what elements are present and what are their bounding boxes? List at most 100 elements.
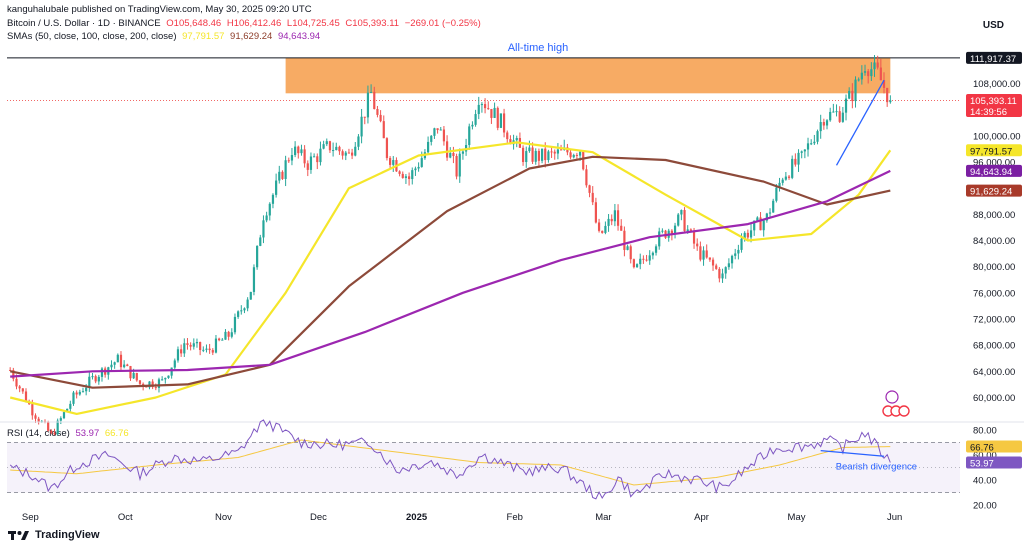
candle-body (696, 243, 699, 247)
candle-body (208, 348, 211, 351)
candle-body (167, 375, 170, 378)
candle-body (661, 230, 664, 232)
candle-body (604, 225, 607, 233)
candle-body (256, 245, 259, 268)
time-tick-label: Dec (310, 512, 327, 523)
rsi-ma-badge-bg (966, 440, 1022, 453)
candle-body (870, 69, 873, 77)
candle-body (9, 370, 12, 372)
candle-body (237, 311, 240, 317)
candle-body (154, 387, 157, 389)
candle-body (97, 376, 100, 382)
candle-body (813, 141, 816, 144)
candle-body (490, 109, 493, 118)
candle-body (578, 151, 582, 156)
candle-body (360, 116, 363, 137)
candle-body (94, 376, 97, 382)
price-tick-label: 68,000.00 (973, 341, 1015, 352)
sma-label: SMAs (50, close, 100, close, 200, close) (7, 31, 177, 42)
price-tick-label: 88,000.00 (973, 210, 1015, 221)
sma50-value: 97,791.57 (182, 31, 225, 42)
candle-body (588, 185, 591, 193)
candle-body (819, 122, 822, 132)
candle-body (575, 154, 579, 156)
candle-body (173, 360, 176, 368)
candle-body (379, 114, 382, 122)
candle-body (800, 151, 803, 153)
high-value: H106,412.46 (226, 18, 282, 29)
last-price-badge-text: 105,393.11 (970, 96, 1017, 107)
candle-body (616, 210, 620, 226)
sma100-line (9, 155, 891, 389)
candle-body (363, 116, 366, 118)
candle-body (620, 225, 623, 231)
candle-body (183, 343, 186, 354)
candle-body (445, 141, 449, 158)
candle-body (316, 156, 319, 163)
candle-body (886, 87, 889, 103)
candle-body (398, 171, 401, 174)
candle-body (632, 259, 635, 268)
candle-body (708, 257, 711, 260)
support-trendline (835, 79, 885, 166)
candle-body (521, 147, 525, 163)
footer-brand-text: TradingView (35, 529, 100, 541)
candle-body (72, 392, 75, 404)
candle-body (851, 90, 854, 102)
candle-body (306, 163, 309, 170)
divergence-line (820, 450, 885, 457)
candle-body (559, 149, 563, 151)
publisher-line: kanguhalubale published on TradingView.c… (7, 4, 315, 15)
rsi-ma-badge-text: 66.76 (970, 443, 994, 454)
candle-body (297, 146, 300, 154)
candle-body (417, 166, 420, 169)
candle-body (233, 316, 237, 333)
price-tick-label: 80,000.00 (973, 262, 1015, 273)
candle-body (411, 170, 414, 180)
candle-body (249, 291, 252, 300)
candle-body (547, 151, 550, 161)
alert-icon (885, 390, 899, 404)
candle-body (227, 331, 230, 337)
candle-body (110, 364, 113, 368)
candle-body (654, 246, 658, 253)
candle-body (123, 364, 126, 368)
price-tick-label: 100,000.00 (973, 131, 1021, 142)
candle-body (680, 210, 683, 215)
ath-price-badge-bg (966, 51, 1022, 64)
candle-body (867, 71, 870, 77)
time-tick-label: Apr (694, 512, 709, 523)
candle-body (572, 154, 575, 158)
candle-body (18, 386, 21, 389)
candle-body (69, 403, 72, 409)
candle-body (278, 171, 281, 181)
candle-body (499, 113, 503, 128)
candle-body (525, 151, 528, 163)
price-tick-label: 72,000.00 (973, 315, 1015, 326)
candle-body (319, 148, 322, 163)
candle-body (483, 104, 487, 109)
time-tick-label: Jun (887, 512, 902, 523)
candle-body (692, 230, 696, 244)
candle-body (699, 246, 702, 260)
candle-body (351, 152, 354, 156)
candle-body (332, 150, 335, 152)
candle-body (290, 155, 294, 161)
candle-body (328, 141, 332, 151)
candle-body (749, 230, 753, 238)
sma50-price-badge: 97,791.57 (966, 144, 1022, 157)
candle-body (772, 200, 775, 213)
candle-body (195, 342, 199, 344)
close-value: C105,393.11 (345, 18, 400, 29)
sma200-value: 94,643.94 (277, 31, 321, 42)
candle-body (528, 147, 531, 152)
time-tick-label: May (788, 512, 806, 523)
candle-body (746, 232, 749, 238)
sma50-price-badge-text: 97,791.57 (970, 146, 1012, 157)
candle-body (873, 62, 876, 70)
candle-body (252, 267, 256, 292)
candle-body (553, 151, 556, 154)
sma50-price-badge-bg (966, 144, 1022, 157)
candle-body (132, 373, 135, 379)
